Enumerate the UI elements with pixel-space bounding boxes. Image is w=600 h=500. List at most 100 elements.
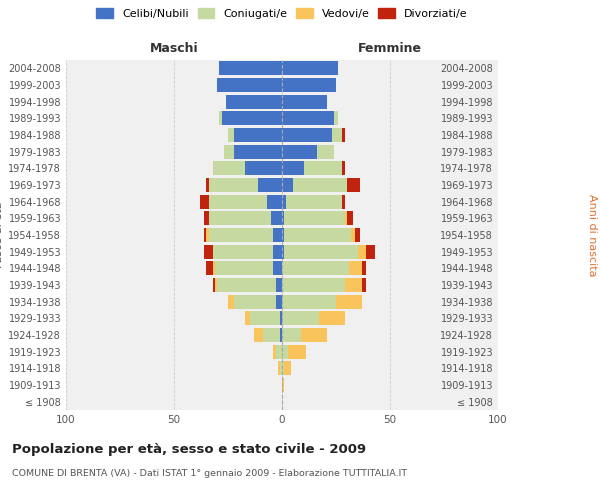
Bar xyxy=(206,228,209,242)
Bar xyxy=(282,178,293,192)
Bar xyxy=(343,162,344,175)
Bar xyxy=(220,112,221,126)
Bar xyxy=(200,194,209,209)
Bar xyxy=(274,344,275,359)
Bar xyxy=(275,278,282,292)
Bar xyxy=(317,144,334,159)
Bar xyxy=(319,311,344,326)
Bar xyxy=(284,361,290,376)
Bar xyxy=(213,278,215,292)
Bar xyxy=(282,112,334,126)
Bar xyxy=(282,211,284,226)
Bar xyxy=(349,261,362,276)
Bar xyxy=(289,344,306,359)
Bar xyxy=(351,228,355,242)
Bar xyxy=(366,244,375,259)
Bar xyxy=(282,128,332,142)
Bar xyxy=(284,244,358,259)
Bar xyxy=(358,244,366,259)
Bar xyxy=(213,162,245,175)
Text: Femmine: Femmine xyxy=(358,42,422,55)
Text: Popolazione per età, sesso e stato civile - 2009: Popolazione per età, sesso e stato civil… xyxy=(12,442,366,456)
Legend: Celibi/Nubili, Coniugati/e, Vedovi/e, Divorziati/e: Celibi/Nubili, Coniugati/e, Vedovi/e, Di… xyxy=(97,8,467,19)
Bar xyxy=(275,294,282,308)
Bar xyxy=(235,128,282,142)
Bar xyxy=(274,228,282,242)
Bar xyxy=(282,194,286,209)
Bar xyxy=(206,261,213,276)
Bar xyxy=(209,228,274,242)
Bar xyxy=(282,344,289,359)
Bar xyxy=(282,361,284,376)
Bar xyxy=(344,278,362,292)
Bar xyxy=(347,211,353,226)
Bar xyxy=(206,178,209,192)
Bar xyxy=(258,178,282,192)
Bar xyxy=(215,278,217,292)
Bar xyxy=(282,78,336,92)
Bar xyxy=(355,228,360,242)
Bar xyxy=(282,278,344,292)
Bar xyxy=(278,361,280,376)
Bar xyxy=(282,244,284,259)
Bar xyxy=(343,128,344,142)
Bar xyxy=(215,261,274,276)
Bar xyxy=(282,311,319,326)
Bar xyxy=(213,261,215,276)
Bar xyxy=(274,261,282,276)
Bar xyxy=(228,128,235,142)
Bar xyxy=(226,94,282,109)
Bar xyxy=(213,244,274,259)
Bar xyxy=(347,178,360,192)
Bar xyxy=(343,194,344,209)
Bar xyxy=(217,278,275,292)
Bar xyxy=(221,112,282,126)
Bar xyxy=(336,294,362,308)
Bar xyxy=(204,244,213,259)
Text: Maschi: Maschi xyxy=(149,42,199,55)
Bar xyxy=(280,311,282,326)
Bar xyxy=(250,311,280,326)
Y-axis label: Fasce di età: Fasce di età xyxy=(0,202,4,268)
Bar xyxy=(293,178,347,192)
Bar xyxy=(271,211,282,226)
Bar xyxy=(204,211,209,226)
Bar xyxy=(362,278,366,292)
Bar xyxy=(245,311,250,326)
Bar xyxy=(228,294,235,308)
Bar xyxy=(217,78,282,92)
Bar xyxy=(362,261,366,276)
Bar xyxy=(282,228,284,242)
Bar xyxy=(224,144,235,159)
Bar xyxy=(282,378,284,392)
Text: COMUNE DI BRENTA (VA) - Dati ISTAT 1° gennaio 2009 - Elaborazione TUTTITALIA.IT: COMUNE DI BRENTA (VA) - Dati ISTAT 1° ge… xyxy=(12,469,407,478)
Bar xyxy=(286,194,343,209)
Bar xyxy=(332,128,343,142)
Bar xyxy=(267,194,282,209)
Bar xyxy=(334,112,338,126)
Bar xyxy=(344,211,347,226)
Bar xyxy=(209,211,271,226)
Bar xyxy=(275,344,282,359)
Bar xyxy=(301,328,328,342)
Bar xyxy=(235,294,275,308)
Text: Anni di nascita: Anni di nascita xyxy=(587,194,597,276)
Bar xyxy=(282,294,336,308)
Bar xyxy=(245,162,282,175)
Bar xyxy=(304,162,343,175)
Bar xyxy=(235,144,282,159)
Bar xyxy=(263,328,280,342)
Bar xyxy=(282,94,328,109)
Bar xyxy=(282,162,304,175)
Bar xyxy=(282,261,349,276)
Bar xyxy=(220,62,282,76)
Bar xyxy=(209,178,258,192)
Bar xyxy=(282,62,338,76)
Bar xyxy=(204,228,206,242)
Bar xyxy=(280,361,282,376)
Bar xyxy=(284,211,344,226)
Bar xyxy=(254,328,263,342)
Bar xyxy=(209,194,267,209)
Bar xyxy=(280,328,282,342)
Bar xyxy=(274,244,282,259)
